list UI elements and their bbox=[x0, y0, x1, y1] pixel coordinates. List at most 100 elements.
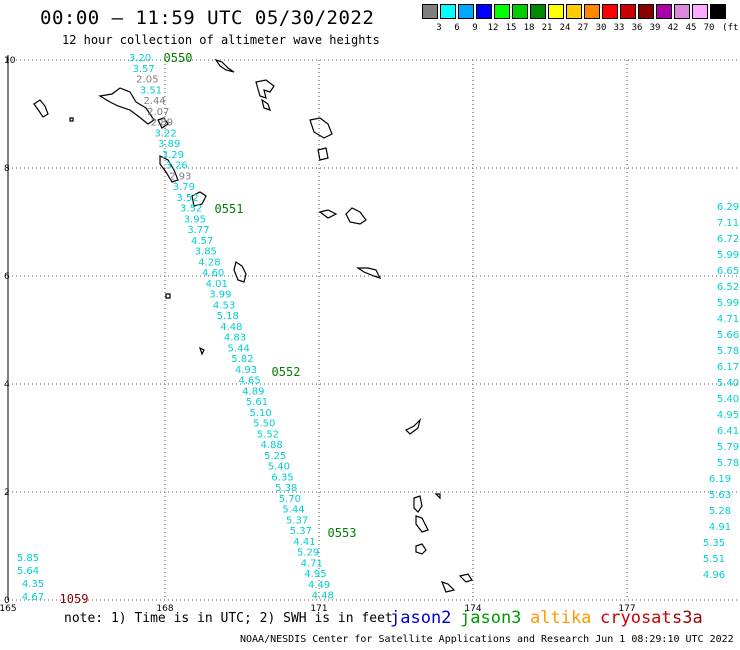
swh-value: 5.37 bbox=[286, 515, 308, 526]
island-outline bbox=[318, 209, 338, 219]
swh-value: 2.89 bbox=[151, 118, 173, 129]
island-outline bbox=[356, 267, 382, 280]
island-outline bbox=[434, 493, 441, 500]
legend-swatch bbox=[620, 4, 636, 19]
swh-value: 4.89 bbox=[242, 386, 264, 397]
island-outline bbox=[255, 79, 275, 99]
track-time-label: 0550 bbox=[164, 51, 193, 65]
swh-value: 4.91 bbox=[709, 522, 731, 533]
swh-value: 2.93 bbox=[169, 171, 191, 182]
swh-value: 3.89 bbox=[158, 139, 180, 150]
legend-swatch bbox=[422, 4, 438, 19]
legend-swatch bbox=[674, 4, 690, 19]
swh-value: 6.19 bbox=[709, 474, 731, 485]
swh-value: 2.07 bbox=[147, 107, 169, 118]
legend-swatch bbox=[476, 4, 492, 19]
satellite-name: jason2 bbox=[390, 608, 452, 628]
island-outline bbox=[98, 87, 155, 125]
swh-value: 5.44 bbox=[228, 343, 250, 354]
legend-label: 27 bbox=[577, 23, 589, 33]
swh-value: 5.40 bbox=[268, 462, 290, 473]
swh-value: 4.01 bbox=[206, 279, 228, 290]
island-outline bbox=[214, 58, 235, 73]
swh-value: 3.51 bbox=[140, 85, 162, 96]
swh-value: 5.10 bbox=[249, 408, 271, 419]
swh-value: 4.35 bbox=[22, 579, 44, 590]
swh-value: 4.41 bbox=[293, 537, 315, 548]
y-axis-label: 10 bbox=[4, 56, 16, 66]
y-axis-label: 0 bbox=[4, 596, 10, 606]
x-axis-label: 174 bbox=[464, 604, 481, 614]
legend-swatch bbox=[458, 4, 474, 19]
swh-value: 3.85 bbox=[195, 247, 217, 258]
x-axis-label: 168 bbox=[156, 604, 173, 614]
legend-swatch bbox=[638, 4, 654, 19]
track-time-label: 0552 bbox=[272, 365, 301, 379]
credit-line: NOAA/NESDIS Center for Satellite Applica… bbox=[240, 634, 734, 645]
legend-label: 18 bbox=[523, 23, 535, 33]
island-outline bbox=[404, 418, 422, 435]
swh-value: 4.53 bbox=[213, 300, 235, 311]
satellite-name: s3a bbox=[672, 608, 703, 628]
swh-value: 5.37 bbox=[290, 526, 312, 537]
legend-label: 70 bbox=[703, 23, 715, 33]
island-outline bbox=[165, 293, 171, 299]
swh-value: 3.20 bbox=[129, 53, 151, 64]
island-outline bbox=[191, 191, 207, 207]
island-outline bbox=[317, 147, 329, 161]
swh-value: 5.25 bbox=[264, 451, 286, 462]
swh-value: 3.26 bbox=[165, 161, 187, 172]
legend-unit: (ft) bbox=[722, 23, 740, 33]
swh-value: 5.44 bbox=[282, 505, 304, 516]
swh-value: 5.28 bbox=[709, 506, 731, 517]
swh-value: 5.99 bbox=[717, 298, 739, 309]
altimeter-tracks: 3.203.572.053.512.442.072.893.223.893.29… bbox=[17, 51, 739, 606]
swh-value: 4.96 bbox=[703, 570, 725, 581]
island-outline bbox=[33, 99, 49, 118]
swh-value: 3.95 bbox=[184, 214, 206, 225]
swh-value: 3.79 bbox=[173, 182, 195, 193]
swh-value: 4.67 bbox=[22, 592, 44, 603]
swh-value: 4.71 bbox=[717, 314, 739, 325]
island-outline bbox=[458, 573, 473, 583]
legend-swatch bbox=[548, 4, 564, 19]
swh-value: 4.49 bbox=[308, 580, 330, 591]
legend-label: 24 bbox=[559, 23, 571, 33]
legend-label: 45 bbox=[685, 23, 697, 33]
island-outline bbox=[233, 261, 247, 283]
swh-value: 5.64 bbox=[17, 566, 39, 577]
satellite-name: cryosat bbox=[600, 608, 672, 628]
legend-swatch bbox=[494, 4, 510, 19]
legend-swatch bbox=[530, 4, 546, 19]
island-outline bbox=[440, 581, 456, 593]
swh-value: 5.70 bbox=[279, 494, 301, 505]
swh-value: 5.82 bbox=[231, 354, 253, 365]
swh-value: 6.29 bbox=[717, 202, 739, 213]
axis-labels: 165 168 171 174 177 10 8 6 4 2 0 bbox=[0, 56, 636, 614]
y-axis-label: 4 bbox=[4, 380, 10, 390]
island-outline bbox=[413, 495, 423, 513]
legend-label: 3 bbox=[436, 23, 442, 33]
swh-value: 5.52 bbox=[257, 429, 279, 440]
swh-value: 4.71 bbox=[301, 558, 323, 569]
swh-value: 3.29 bbox=[162, 150, 184, 161]
satellite-name: altika bbox=[530, 608, 592, 628]
y-axis-label: 8 bbox=[4, 164, 10, 174]
legend-label: 21 bbox=[541, 23, 553, 33]
legend-swatch bbox=[584, 4, 600, 19]
legend-label: 30 bbox=[595, 23, 607, 33]
swh-value: 3.52 bbox=[176, 193, 198, 204]
swh-value: 6.35 bbox=[271, 472, 293, 483]
track-time-label: 0551 bbox=[215, 202, 244, 216]
swh-value: 4.48 bbox=[312, 591, 334, 602]
swh-value: 5.99 bbox=[717, 250, 739, 261]
swh-value: 5.50 bbox=[253, 419, 275, 430]
legend-label: 33 bbox=[613, 23, 625, 33]
island-outline bbox=[345, 207, 367, 225]
swh-value: 4.57 bbox=[191, 236, 213, 247]
swh-value: 5.40 bbox=[717, 378, 739, 389]
swh-value: 5.18 bbox=[217, 311, 239, 322]
legend-swatch bbox=[440, 4, 456, 19]
legend-label: 12 bbox=[487, 23, 499, 33]
